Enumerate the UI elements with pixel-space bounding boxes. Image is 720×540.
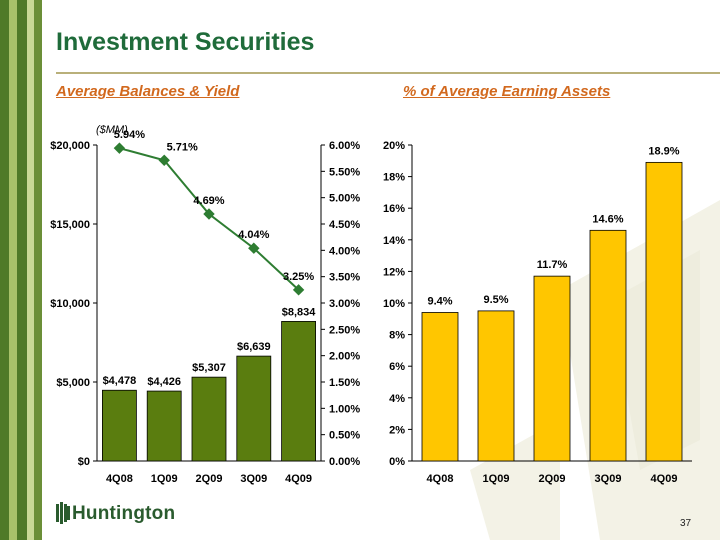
left-secondary-tick-label: 0.00% xyxy=(329,456,360,468)
decorative-stripes xyxy=(0,0,42,540)
logo-text: Huntington xyxy=(72,503,176,524)
yield-point xyxy=(203,208,215,220)
right-y-tick-label: 6% xyxy=(389,361,405,373)
right-y-tick-label: 10% xyxy=(383,298,405,310)
left-secondary-tick-label: 3.50% xyxy=(329,272,360,284)
left-y-tick-label: $15,000 xyxy=(50,219,90,231)
left-secondary-tick-label: 4.00% xyxy=(329,245,360,257)
right-chart-subtitle: % of Average Earning Assets xyxy=(403,83,611,100)
left-secondary-tick-label: 5.00% xyxy=(329,193,360,205)
right-bar-value-label: 11.7% xyxy=(537,259,568,271)
left-x-tick-label: 3Q09 xyxy=(240,473,267,485)
right-y-tick-label: 16% xyxy=(383,203,405,215)
left-bar xyxy=(236,355,272,462)
left-y-tick-label: $0 xyxy=(78,456,90,468)
title-rule xyxy=(56,72,720,74)
left-x-tick-label: 1Q09 xyxy=(151,473,178,485)
left-secondary-tick-label: 1.50% xyxy=(329,377,360,389)
left-secondary-tick-label: 6.00% xyxy=(329,140,360,152)
left-bar xyxy=(102,389,137,462)
right-y-tick-label: 2% xyxy=(389,424,405,436)
left-x-tick-label: 2Q09 xyxy=(196,473,223,485)
right-y-tick-label: 4% xyxy=(389,393,405,405)
left-secondary-tick-label: 3.00% xyxy=(329,298,360,310)
right-y-tick-label: 8% xyxy=(389,330,405,342)
left-secondary-tick-label: 4.50% xyxy=(329,219,360,231)
right-x-tick-label: 3Q09 xyxy=(595,473,622,485)
yield-value-label: 4.04% xyxy=(238,229,269,241)
right-y-tick-label: 18% xyxy=(383,172,405,184)
yield-value-label: 4.69% xyxy=(193,195,224,207)
yield-point xyxy=(248,242,260,254)
right-x-tick-label: 1Q09 xyxy=(483,473,510,485)
left-bar xyxy=(146,390,182,462)
left-bar-value-label: $8,834 xyxy=(282,306,317,318)
yield-point xyxy=(158,154,170,166)
right-bar-value-label: 9.5% xyxy=(483,294,508,306)
left-bar-value-label: $4,426 xyxy=(147,376,181,388)
right-bar xyxy=(477,310,515,462)
right-x-tick-label: 2Q09 xyxy=(539,473,566,485)
right-y-tick-label: 0% xyxy=(389,456,405,468)
yield-point xyxy=(113,142,126,154)
left-bar xyxy=(281,321,317,462)
right-y-tick-label: 20% xyxy=(383,140,405,152)
unit-label: ($MM) xyxy=(96,124,128,136)
left-bar-value-label: $4,478 xyxy=(103,375,137,387)
right-y-tick-label: 14% xyxy=(383,235,405,247)
yield-value-label: 5.94% xyxy=(114,129,145,141)
yield-value-label: 3.25% xyxy=(283,271,314,283)
left-secondary-tick-label: 0.50% xyxy=(329,430,360,442)
right-bar-value-label: 14.6% xyxy=(592,213,623,225)
right-bar xyxy=(533,275,571,462)
left-bar-value-label: $6,639 xyxy=(237,341,271,353)
left-secondary-tick-label: 2.00% xyxy=(329,351,360,363)
right-bar xyxy=(645,161,683,462)
left-y-tick-label: $20,000 xyxy=(50,140,90,152)
huntington-logo-icon xyxy=(56,502,70,524)
yield-value-label: 5.71% xyxy=(167,141,198,153)
right-bar-value-label: 9.4% xyxy=(427,295,452,307)
right-bar xyxy=(421,312,459,462)
right-x-tick-label: 4Q08 xyxy=(427,473,454,485)
right-bar-value-label: 18.9% xyxy=(648,145,679,157)
right-bar xyxy=(589,229,627,462)
left-bar-value-label: $5,307 xyxy=(192,362,226,374)
right-y-tick-label: 12% xyxy=(383,266,405,278)
left-chart-subtitle: Average Balances & Yield xyxy=(56,83,240,100)
left-secondary-tick-label: 1.00% xyxy=(329,403,360,415)
left-x-tick-label: 4Q08 xyxy=(106,473,133,485)
left-secondary-tick-label: 5.50% xyxy=(329,166,360,178)
page-title: Investment Securities xyxy=(56,28,315,56)
left-y-tick-label: $10,000 xyxy=(50,298,90,310)
yield-point xyxy=(292,284,305,296)
page-number: 37 xyxy=(680,518,692,529)
right-x-tick-label: 4Q09 xyxy=(651,473,678,485)
left-secondary-tick-label: 2.50% xyxy=(329,324,360,336)
left-x-tick-label: 4Q09 xyxy=(285,473,312,485)
left-bar xyxy=(191,376,227,462)
left-y-tick-label: $5,000 xyxy=(56,377,90,389)
